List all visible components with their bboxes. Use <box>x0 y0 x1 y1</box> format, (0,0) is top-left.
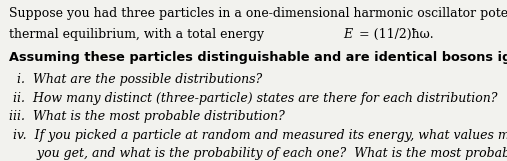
Text: iii.  What is the most probable distribution?: iii. What is the most probable distribut… <box>9 110 285 123</box>
Text: Assuming these particles distinguishable and are identical bosons ignoring spin: Assuming these particles distinguishable… <box>9 51 507 64</box>
Text: i.  What are the possible distributions?: i. What are the possible distributions? <box>9 73 263 86</box>
Text: = (11/2)ħω.: = (11/2)ħω. <box>355 28 434 41</box>
Text: you get, and what is the probability of each one?  What is the most probable: you get, and what is the probability of … <box>9 147 507 160</box>
Text: Suppose you had three particles in a one-dimensional harmonic oscillator potenti: Suppose you had three particles in a one… <box>9 7 507 20</box>
Text: ii.  How many distinct (three-particle) states are there for each distribution?: ii. How many distinct (three-particle) s… <box>9 92 498 105</box>
Text: thermal equilibrium, with a total energy: thermal equilibrium, with a total energy <box>9 28 268 41</box>
Text: E: E <box>343 28 352 41</box>
Text: iv.  If you picked a particle at random and measured its energy, what values mig: iv. If you picked a particle at random a… <box>9 129 507 142</box>
